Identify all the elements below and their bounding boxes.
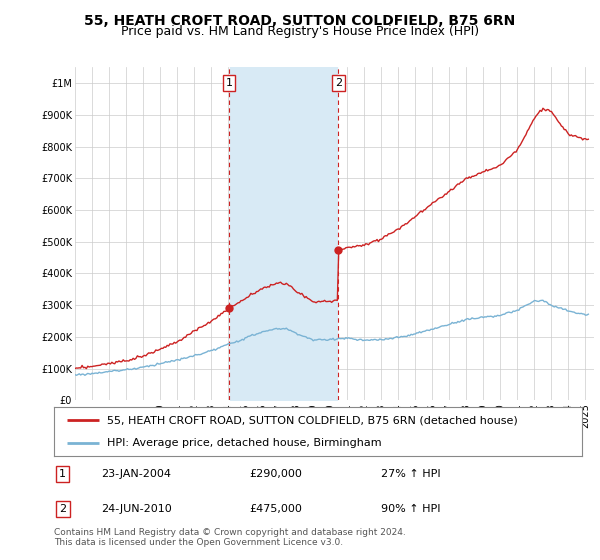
Text: £290,000: £290,000 (250, 469, 302, 479)
Text: 2: 2 (59, 504, 67, 514)
Text: Contains HM Land Registry data © Crown copyright and database right 2024.
This d: Contains HM Land Registry data © Crown c… (54, 528, 406, 547)
Text: 1: 1 (59, 469, 66, 479)
Text: £475,000: £475,000 (250, 504, 302, 514)
Text: 23-JAN-2004: 23-JAN-2004 (101, 469, 172, 479)
Text: 55, HEATH CROFT ROAD, SUTTON COLDFIELD, B75 6RN (detached house): 55, HEATH CROFT ROAD, SUTTON COLDFIELD, … (107, 416, 518, 426)
Text: HPI: Average price, detached house, Birmingham: HPI: Average price, detached house, Birm… (107, 438, 382, 448)
Text: 90% ↑ HPI: 90% ↑ HPI (382, 504, 441, 514)
Text: 1: 1 (226, 78, 233, 88)
Text: 55, HEATH CROFT ROAD, SUTTON COLDFIELD, B75 6RN: 55, HEATH CROFT ROAD, SUTTON COLDFIELD, … (85, 14, 515, 28)
Text: 24-JUN-2010: 24-JUN-2010 (101, 504, 172, 514)
Text: 27% ↑ HPI: 27% ↑ HPI (382, 469, 441, 479)
Text: 2: 2 (335, 78, 342, 88)
Text: Price paid vs. HM Land Registry's House Price Index (HPI): Price paid vs. HM Land Registry's House … (121, 25, 479, 38)
